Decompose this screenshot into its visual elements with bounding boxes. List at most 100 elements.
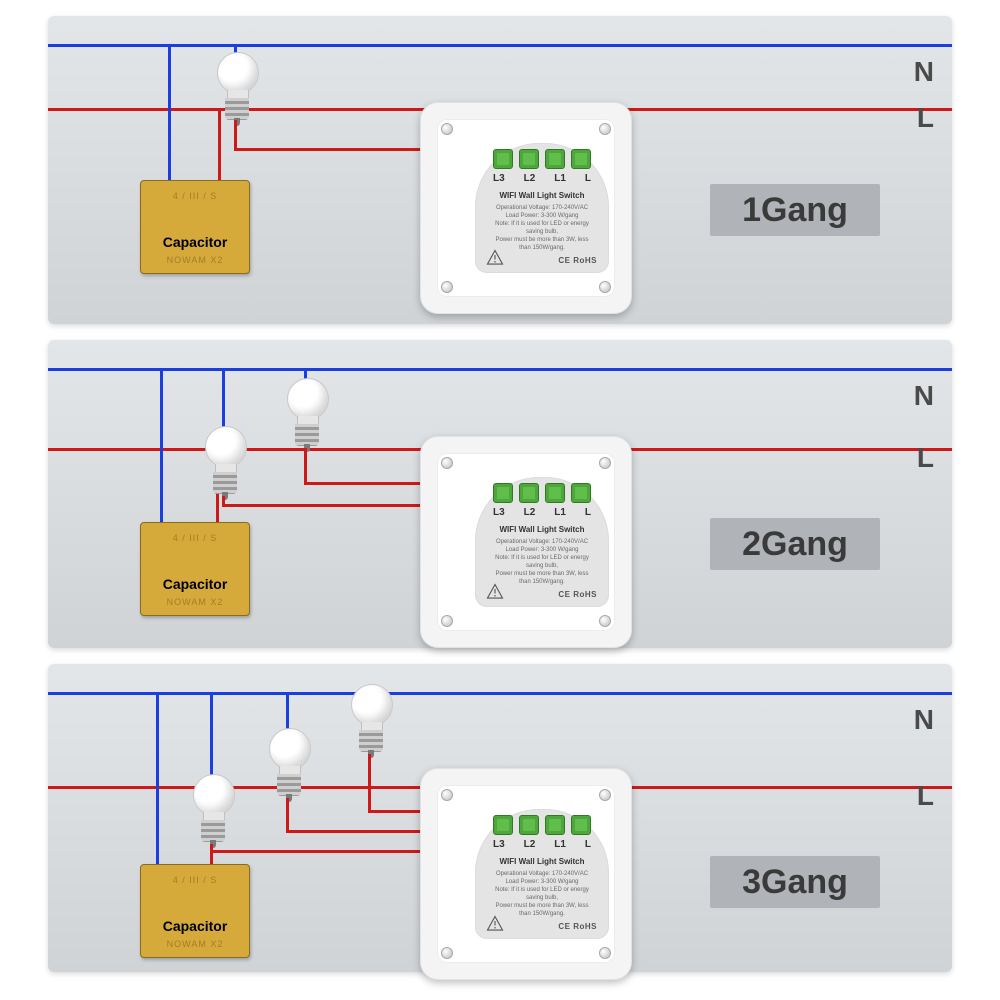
tl-l3: L3 — [493, 173, 505, 184]
terminal-l1 — [545, 483, 565, 503]
screw-icon — [599, 789, 611, 801]
cap-marking-top: 4 / III / S — [173, 191, 218, 201]
terminal-row — [493, 149, 591, 175]
cert-text: CE RoHS — [558, 256, 597, 265]
switch-info: WIFI Wall Light Switch Operational Volta… — [489, 857, 595, 918]
warning-icon — [485, 249, 505, 267]
wiring-diagram-1gang: N L 1Gang 4 / III / S Capacitor NOWAM X2 — [48, 16, 952, 324]
switch-info: WIFI Wall Light Switch Operational Volta… — [489, 191, 595, 252]
terminal-l — [571, 815, 591, 835]
screw-icon — [599, 457, 611, 469]
capacitor: 4 / III / S Capacitor NOWAM X2 — [140, 180, 250, 274]
warning-icon — [485, 583, 505, 601]
screw-icon — [441, 123, 453, 135]
terminal-l2 — [519, 149, 539, 169]
gang-title: 2Gang — [710, 518, 880, 570]
wiring-diagram-2gang: N L 2Gang 4 / III / S Capacitor NOWAM X2 — [48, 340, 952, 648]
tl-l: L — [585, 507, 591, 518]
cap-marking-top: 4 / III / S — [173, 875, 218, 885]
tl-l: L — [585, 173, 591, 184]
spec-3: Note: If it is used for LED or energy sa… — [489, 220, 595, 236]
spec-3: Note: If it is used for LED or energy sa… — [489, 554, 595, 570]
live-label: L — [917, 442, 934, 474]
spec-3: Note: If it is used for LED or energy sa… — [489, 886, 595, 902]
switch-title: WIFI Wall Light Switch — [489, 857, 595, 868]
tl-l2: L2 — [524, 173, 536, 184]
screw-icon — [599, 947, 611, 959]
terminal-l1 — [545, 815, 565, 835]
capacitor: 4 / III / S Capacitor NOWAM X2 — [140, 864, 250, 958]
terminal-row — [493, 483, 591, 509]
terminal-l — [571, 149, 591, 169]
tl-l1: L1 — [554, 839, 566, 850]
tl-l3: L3 — [493, 507, 505, 518]
screw-icon — [441, 615, 453, 627]
bulb-1 — [190, 774, 236, 850]
spec-2: Load Power: 3-300 W/gang — [489, 878, 595, 886]
terminal-l3 — [493, 149, 513, 169]
spec-1: Operational Voltage: 170-240V/AC — [489, 870, 595, 878]
screw-icon — [441, 457, 453, 469]
neutral-label: N — [914, 380, 934, 412]
terminal-l3 — [493, 815, 513, 835]
switch-module: L3 L2 L1 L WIFI Wall Light Switch Operat… — [420, 768, 632, 980]
switch-info: WIFI Wall Light Switch Operational Volta… — [489, 525, 595, 586]
bulb-3 — [348, 684, 394, 760]
bulb-1 — [214, 52, 260, 128]
wiring-diagram-3gang: N L 3Gang 4 / III / S Capacitor NOWAM X2 — [48, 664, 952, 972]
n-drop-bulb1 — [210, 692, 213, 780]
neutral-label: N — [914, 56, 934, 88]
spec-2: Load Power: 3-300 W/gang — [489, 546, 595, 554]
terminal-l3 — [493, 483, 513, 503]
screw-icon — [599, 615, 611, 627]
cap-label: Capacitor — [163, 576, 228, 592]
cap-label: Capacitor — [163, 918, 228, 934]
spec-2: Load Power: 3-300 W/gang — [489, 212, 595, 220]
cap-marking-bot: NOWAM X2 — [167, 939, 224, 949]
terminal-labels: L3 L2 L1 L — [493, 173, 591, 184]
spec-1: Operational Voltage: 170-240V/AC — [489, 538, 595, 546]
gang-title: 1Gang — [710, 184, 880, 236]
n-drop-cap — [168, 44, 171, 184]
screw-icon — [441, 947, 453, 959]
terminal-l2 — [519, 815, 539, 835]
n-drop-cap — [156, 692, 159, 868]
cap-marking-bot: NOWAM X2 — [167, 255, 224, 265]
capacitor: 4 / III / S Capacitor NOWAM X2 — [140, 522, 250, 616]
cert-text: CE RoHS — [558, 590, 597, 599]
tl-l2: L2 — [524, 507, 536, 518]
tl-l1: L1 — [554, 173, 566, 184]
n-drop-bulb1 — [222, 368, 225, 430]
tl-l2: L2 — [524, 839, 536, 850]
terminal-labels: L3 L2 L1 L — [493, 507, 591, 518]
neutral-rail — [48, 44, 952, 47]
switch-title: WIFI Wall Light Switch — [489, 525, 595, 536]
live-label: L — [917, 780, 934, 812]
tl-l3: L3 — [493, 839, 505, 850]
live-label: L — [917, 102, 934, 134]
cap-marking-bot: NOWAM X2 — [167, 597, 224, 607]
terminal-l2 — [519, 483, 539, 503]
neutral-label: N — [914, 704, 934, 736]
switch-module: L3 L2 L1 L WIFI Wall Light Switch Operat… — [420, 102, 632, 314]
screw-icon — [441, 789, 453, 801]
screw-icon — [441, 281, 453, 293]
neutral-rail — [48, 692, 952, 695]
bulb-2 — [266, 728, 312, 804]
switch-title: WIFI Wall Light Switch — [489, 191, 595, 202]
cap-marking-top: 4 / III / S — [173, 533, 218, 543]
cert-text: CE RoHS — [558, 922, 597, 931]
bulb-1 — [202, 426, 248, 502]
spec-1: Operational Voltage: 170-240V/AC — [489, 204, 595, 212]
cap-label: Capacitor — [163, 234, 228, 250]
terminal-row — [493, 815, 591, 841]
tl-l1: L1 — [554, 507, 566, 518]
switch-module: L3 L2 L1 L WIFI Wall Light Switch Operat… — [420, 436, 632, 648]
l-b3-v — [368, 754, 371, 812]
tl-l: L — [585, 839, 591, 850]
screw-icon — [599, 281, 611, 293]
terminal-labels: L3 L2 L1 L — [493, 839, 591, 850]
n-drop-cap — [160, 368, 163, 526]
bulb-2 — [284, 378, 330, 454]
warning-icon — [485, 915, 505, 933]
